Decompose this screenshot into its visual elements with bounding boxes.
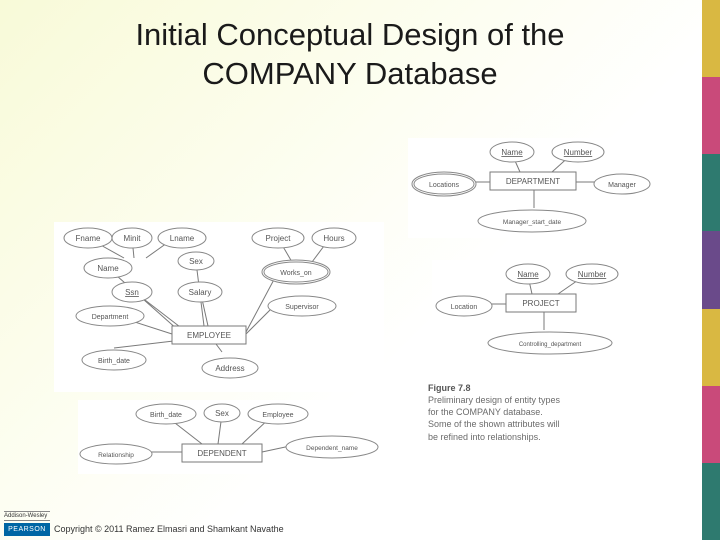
svg-text:Birth_date: Birth_date (98, 358, 130, 365)
svg-text:Fname: Fname (76, 234, 101, 243)
svg-text:Sex: Sex (215, 409, 229, 418)
svg-text:Ssn: Ssn (125, 288, 139, 297)
svg-text:Department: Department (92, 314, 129, 321)
svg-text:Locations: Locations (429, 182, 459, 189)
title-line2: COMPANY Database (202, 56, 497, 91)
svg-text:Name: Name (97, 264, 119, 273)
logo-box: PEARSON (4, 523, 50, 536)
svg-text:Minit: Minit (124, 234, 142, 243)
decor-stripe (702, 0, 720, 540)
caption-l2: for the COMPANY database. (428, 407, 543, 417)
svg-text:Salary: Salary (189, 288, 212, 297)
figure-caption: Figure 7.8 Preliminary design of entity … (428, 382, 618, 443)
svg-text:DEPARTMENT: DEPARTMENT (506, 177, 560, 186)
logo-top: Addison-Wesley (4, 511, 50, 521)
svg-text:Location: Location (451, 304, 478, 311)
svg-text:Works_on: Works_on (280, 270, 311, 277)
svg-text:Dependent_name: Dependent_name (306, 445, 358, 452)
svg-text:EMPLOYEE: EMPLOYEE (187, 331, 231, 340)
svg-text:Name: Name (517, 270, 539, 279)
svg-text:Number: Number (564, 148, 593, 157)
svg-text:Address: Address (215, 364, 244, 373)
svg-text:DEPENDENT: DEPENDENT (197, 449, 246, 458)
svg-text:Supervisor: Supervisor (285, 304, 319, 311)
caption-l4: be refined into relationships. (428, 432, 541, 442)
svg-text:Number: Number (578, 270, 607, 279)
slide-title: Initial Conceptual Design of the COMPANY… (0, 16, 700, 94)
caption-l1: Preliminary design of entity types (428, 395, 560, 405)
svg-text:Hours: Hours (323, 234, 344, 243)
caption-bold: Figure 7.8 (428, 383, 471, 393)
svg-text:Manager_start_date: Manager_start_date (503, 219, 562, 226)
er-dependent: DEPENDENT Birth_date Sex Employee Relationsh… (78, 400, 398, 474)
svg-text:Relationship: Relationship (98, 452, 134, 459)
svg-text:Project: Project (266, 234, 292, 243)
svg-text:PROJECT: PROJECT (522, 299, 559, 308)
er-project: PROJECT Name Number Location Controlling_dep… (432, 260, 652, 358)
caption-l3: Some of the shown attributes will (428, 419, 560, 429)
copyright-footer: Copyright © 2011 Ramez Elmasri and Shamk… (54, 524, 284, 534)
publisher-logo: Addison-Wesley PEARSON (4, 511, 50, 536)
title-line1: Initial Conceptual Design of the (135, 17, 564, 52)
svg-text:Employee: Employee (262, 412, 293, 419)
svg-text:Sex: Sex (189, 257, 203, 266)
svg-text:Manager: Manager (608, 182, 636, 189)
svg-text:Lname: Lname (170, 234, 195, 243)
svg-text:Birth_date: Birth_date (150, 412, 182, 419)
svg-text:Name: Name (501, 148, 523, 157)
er-department: DEPARTMENT Name Number Locations Manager Mana… (408, 138, 656, 238)
er-employee: EMPLOYEE Fname Minit Lname Name Ssn Department… (54, 222, 384, 392)
svg-text:Controlling_department: Controlling_department (519, 342, 582, 348)
